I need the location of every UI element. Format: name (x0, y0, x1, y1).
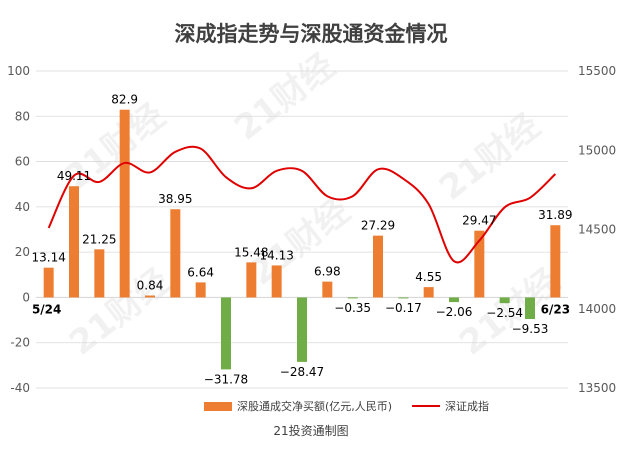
legend: 深股通成交净买额(亿元,人民币) 深证成指 (0, 398, 622, 414)
bar (347, 297, 358, 299)
index-line (47, 145, 557, 264)
data-label: −28.47 (280, 365, 324, 379)
left-axis-tick-label: 0 (22, 290, 30, 304)
bar (373, 235, 383, 298)
data-label: 15.48 (234, 245, 268, 259)
bar (145, 295, 155, 298)
left-axis-tick-label: 80 (15, 109, 30, 123)
right-axis-tick-label: 14000 (578, 302, 616, 316)
right-axis-tick-label: 15000 (578, 143, 616, 157)
legend-label-bars: 深股通成交净买额(亿元,人民币) (237, 400, 393, 413)
data-label: 49.11 (57, 169, 91, 183)
data-label: 6.98 (314, 265, 341, 279)
bar (525, 297, 535, 320)
left-axis-tick-label: -40 (10, 381, 30, 395)
legend-label-line: 深证成指 (445, 400, 489, 413)
start-date-label: 5/24 (32, 302, 61, 316)
bar (221, 297, 231, 370)
data-label: −0.35 (334, 301, 371, 315)
end-date-label: 6/23 (541, 302, 570, 316)
bar (69, 186, 79, 298)
left-axis-tick-label: -20 (10, 336, 30, 350)
legend-swatch-bar (204, 401, 232, 411)
data-label: 0.84 (137, 279, 164, 293)
bar (119, 109, 130, 298)
bar (423, 287, 434, 298)
data-label: 4.55 (415, 270, 442, 284)
bar (43, 267, 54, 298)
bar (94, 249, 105, 298)
data-label: 14.13 (259, 248, 293, 262)
bar (322, 281, 333, 298)
legend-item-line[interactable]: 深证成指 (412, 398, 489, 414)
left-axis-tick-label: 100 (7, 64, 30, 78)
bar (474, 230, 485, 298)
data-label: 21.25 (82, 232, 116, 246)
data-label: −0.17 (385, 301, 422, 315)
data-label: 6.64 (187, 265, 214, 279)
data-label: 38.95 (158, 192, 192, 206)
left-axis-tick-label: 60 (15, 155, 30, 169)
left-axis-tick-label: 40 (15, 200, 30, 214)
data-label: −2.54 (486, 306, 523, 320)
bar (297, 297, 307, 362)
left-axis-tick-label: 20 (15, 245, 30, 259)
bar (246, 262, 257, 298)
right-axis-tick-label: 13500 (578, 381, 616, 395)
bar (449, 297, 459, 303)
legend-item-bars[interactable]: 深股通成交净买额(亿元,人民币) (204, 398, 392, 414)
data-label: −31.78 (204, 372, 248, 386)
data-label: −9.53 (512, 322, 549, 336)
bar (271, 265, 282, 298)
bar (550, 225, 561, 298)
bar (170, 209, 181, 298)
legend-swatch-line (412, 405, 440, 407)
data-label: −2.06 (436, 305, 473, 319)
data-label: 31.89 (538, 208, 572, 222)
data-label: 82.9 (111, 93, 138, 107)
bar (398, 297, 409, 299)
chart-title: 深成指走势与深股通资金情况 (174, 22, 448, 46)
source-note: 21投资通制图 (273, 424, 349, 438)
right-axis-tick-label: 14500 (578, 223, 616, 237)
bar (499, 297, 510, 304)
right-axis-tick-label: 15500 (578, 64, 616, 78)
bar (195, 282, 206, 298)
data-label: 29.47 (462, 214, 496, 228)
data-label: 13.14 (31, 251, 65, 265)
data-label: 27.29 (361, 219, 395, 233)
